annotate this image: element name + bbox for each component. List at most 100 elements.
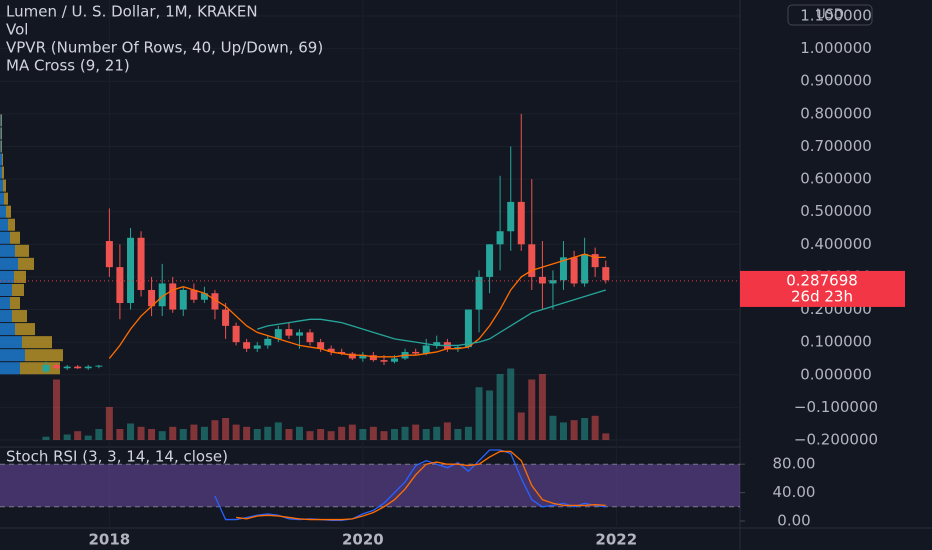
volume-bar bbox=[570, 420, 578, 440]
candle-body bbox=[105, 241, 113, 268]
volume-bar bbox=[380, 431, 388, 440]
volume-bar bbox=[63, 434, 71, 440]
volume-bar bbox=[517, 412, 525, 440]
candle-body bbox=[591, 254, 599, 268]
volume-bar bbox=[338, 426, 346, 440]
stoch-band bbox=[0, 464, 740, 507]
stoch-tick-label: 80.00 bbox=[773, 455, 816, 473]
vpvr-down bbox=[14, 270, 26, 283]
volume-bar bbox=[496, 374, 504, 440]
vpvr-down bbox=[22, 336, 52, 349]
volume-bar bbox=[53, 379, 61, 440]
volume-bar bbox=[285, 429, 293, 440]
candle-body bbox=[559, 257, 567, 281]
candle-body bbox=[359, 355, 367, 359]
candle-body bbox=[433, 342, 441, 346]
vpvr-down bbox=[12, 283, 24, 296]
vpvr-up bbox=[0, 244, 15, 257]
candle-body bbox=[211, 293, 219, 310]
vpvr-up bbox=[0, 192, 4, 205]
countdown-label: 26d 23h bbox=[791, 287, 853, 305]
ma-line bbox=[108, 253, 606, 359]
ma-line bbox=[257, 289, 606, 347]
volume-bar bbox=[369, 426, 377, 440]
legend-vpvr: VPVR (Number Of Rows, 40, Up/Down, 69) bbox=[6, 39, 323, 57]
candle-body bbox=[464, 309, 472, 348]
volume-bar bbox=[591, 415, 599, 440]
candle-body bbox=[285, 329, 293, 336]
currency-button[interactable] bbox=[787, 4, 873, 26]
vpvr-down bbox=[6, 205, 11, 218]
vpvr-up bbox=[0, 140, 1, 153]
y-tick-label: 0.400000 bbox=[800, 235, 872, 253]
y-tick-label: 0.000000 bbox=[800, 365, 872, 383]
candle-body bbox=[232, 325, 240, 343]
vpvr-down bbox=[2, 166, 4, 179]
x-tick-label: 2022 bbox=[595, 531, 637, 549]
volume-bar bbox=[264, 426, 272, 440]
volume-bar bbox=[401, 426, 409, 440]
candle-body bbox=[169, 283, 177, 310]
vpvr-down bbox=[15, 323, 35, 336]
legend-ma: MA Cross (9, 21) bbox=[6, 57, 130, 75]
vpvr-up bbox=[0, 296, 10, 310]
vpvr-up bbox=[0, 179, 3, 192]
volume-bar bbox=[538, 374, 546, 440]
volume-bar bbox=[127, 423, 135, 440]
volume-bar bbox=[190, 424, 198, 440]
candle-body bbox=[348, 353, 356, 359]
vpvr-up bbox=[0, 323, 15, 336]
stoch-tick-label: 0.00 bbox=[777, 512, 810, 530]
volume-bar bbox=[475, 387, 483, 440]
volume-bar bbox=[528, 379, 536, 440]
volume-bar bbox=[253, 429, 261, 440]
x-tick-label: 2020 bbox=[342, 531, 384, 549]
volume-bar bbox=[327, 431, 335, 440]
volume-bar bbox=[148, 429, 156, 440]
candle-body bbox=[63, 366, 71, 369]
last-price-box bbox=[740, 270, 905, 307]
vpvr-down bbox=[18, 257, 34, 270]
candle-body bbox=[200, 293, 208, 300]
volume-bar bbox=[95, 429, 103, 440]
candle-body bbox=[137, 237, 145, 290]
y-tick-label: 1.100000 bbox=[800, 7, 872, 25]
volume-bar bbox=[222, 418, 230, 440]
candle-body bbox=[243, 342, 251, 349]
volume-bar bbox=[559, 422, 567, 440]
marks bbox=[0, 113, 745, 522]
volume-bar bbox=[422, 429, 430, 440]
vpvr-up bbox=[0, 153, 2, 166]
vpvr-down bbox=[4, 192, 8, 205]
vpvr-down bbox=[12, 310, 27, 323]
volume-bar bbox=[306, 431, 314, 440]
volume-bar bbox=[549, 415, 557, 440]
volume-bar bbox=[443, 422, 451, 440]
candle-body bbox=[391, 358, 399, 362]
volume-bar bbox=[581, 418, 589, 440]
vpvr-up bbox=[0, 114, 1, 127]
volume-bar bbox=[211, 420, 219, 440]
y-tick-label: 0.100000 bbox=[800, 333, 872, 351]
vpvr-up bbox=[0, 310, 12, 323]
y-tick-label: 0.800000 bbox=[800, 104, 872, 122]
candle-body bbox=[570, 257, 578, 284]
candle-body bbox=[380, 360, 388, 362]
candle-body bbox=[148, 289, 156, 307]
candle-body bbox=[190, 289, 198, 300]
stoch-tick-label: 40.00 bbox=[773, 483, 816, 501]
candle-body bbox=[317, 342, 325, 349]
volume-bar bbox=[179, 429, 187, 440]
candle-body bbox=[327, 348, 335, 352]
volume-bar bbox=[137, 426, 145, 440]
vpvr-down bbox=[25, 349, 63, 362]
x-tick-label: 2018 bbox=[88, 531, 130, 549]
volume-bar bbox=[348, 424, 356, 440]
volume-bar bbox=[116, 429, 124, 440]
volume-bar bbox=[243, 426, 251, 440]
volume-bar bbox=[507, 368, 515, 440]
candle-body bbox=[538, 276, 546, 284]
vpvr-up bbox=[0, 336, 22, 349]
currency-label[interactable]: USD bbox=[816, 8, 844, 23]
